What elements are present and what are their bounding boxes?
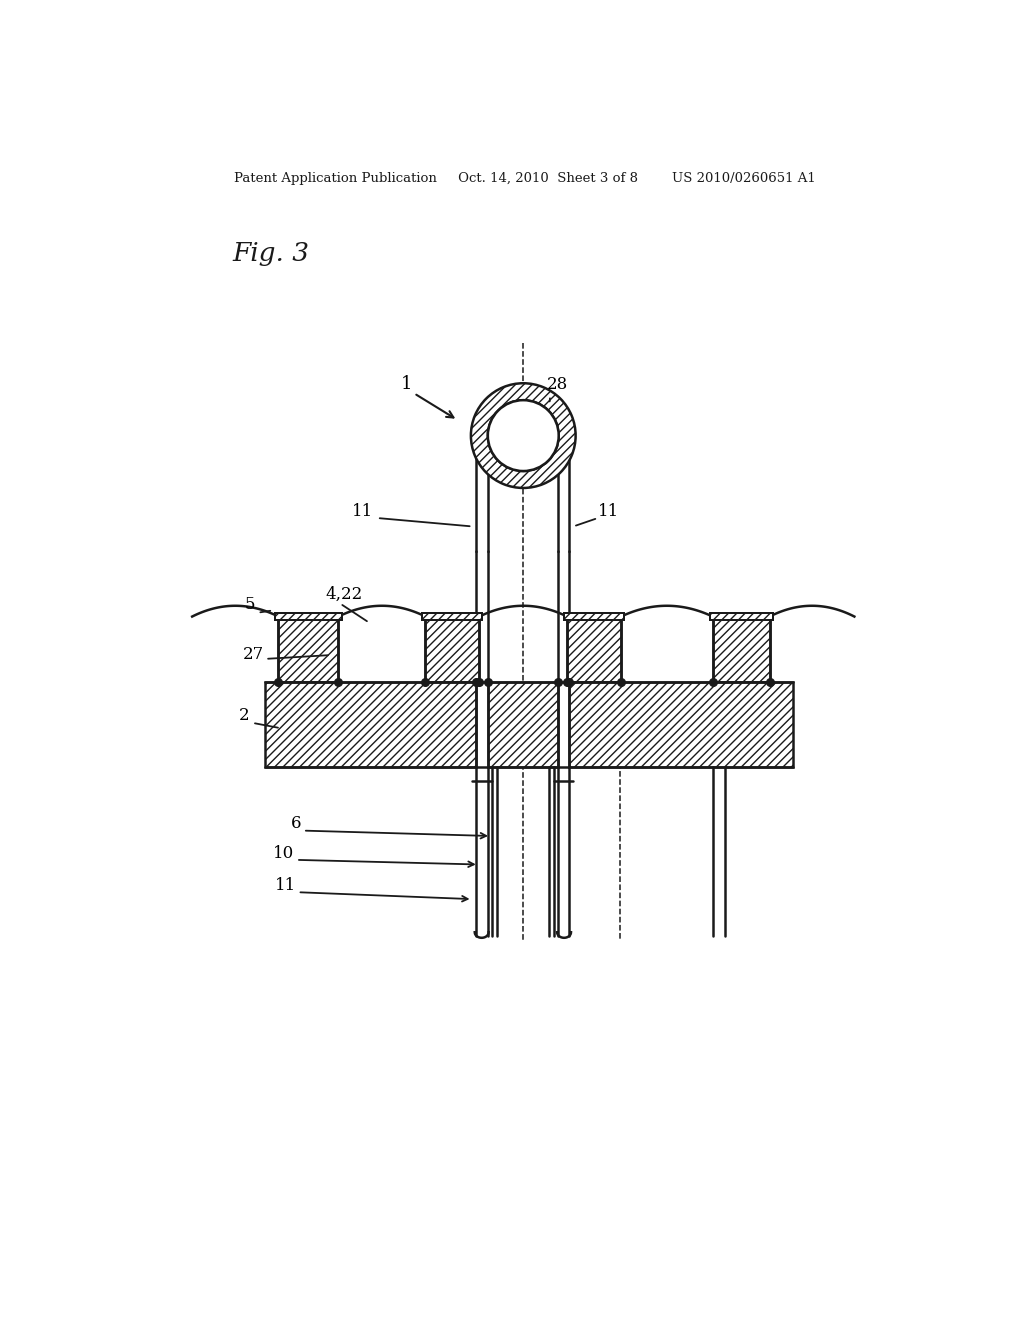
Text: 1: 1 [400,375,412,393]
Text: 2: 2 [240,708,250,725]
Wedge shape [471,383,575,488]
Text: 27: 27 [243,645,264,663]
Text: Fig. 3: Fig. 3 [232,240,309,265]
Text: 5: 5 [245,595,255,612]
Text: 11: 11 [274,876,296,894]
Bar [279,616,339,682]
Text: 11: 11 [352,503,373,520]
Bar [564,612,625,620]
Bar [422,612,482,620]
Bar [487,682,558,767]
Text: 4,22: 4,22 [326,586,362,603]
Text: 11: 11 [598,503,620,520]
Bar [425,616,479,682]
Bar [713,616,770,682]
Bar [265,682,476,767]
Bar [275,612,342,620]
Text: 6: 6 [291,816,301,833]
Bar [567,616,621,682]
Bar [569,682,793,767]
Bar [710,612,773,620]
Text: 10: 10 [273,845,295,862]
Circle shape [487,400,559,471]
Text: Patent Application Publication     Oct. 14, 2010  Sheet 3 of 8        US 2010/02: Patent Application Publication Oct. 14, … [233,173,816,185]
Text: 28: 28 [547,376,567,393]
